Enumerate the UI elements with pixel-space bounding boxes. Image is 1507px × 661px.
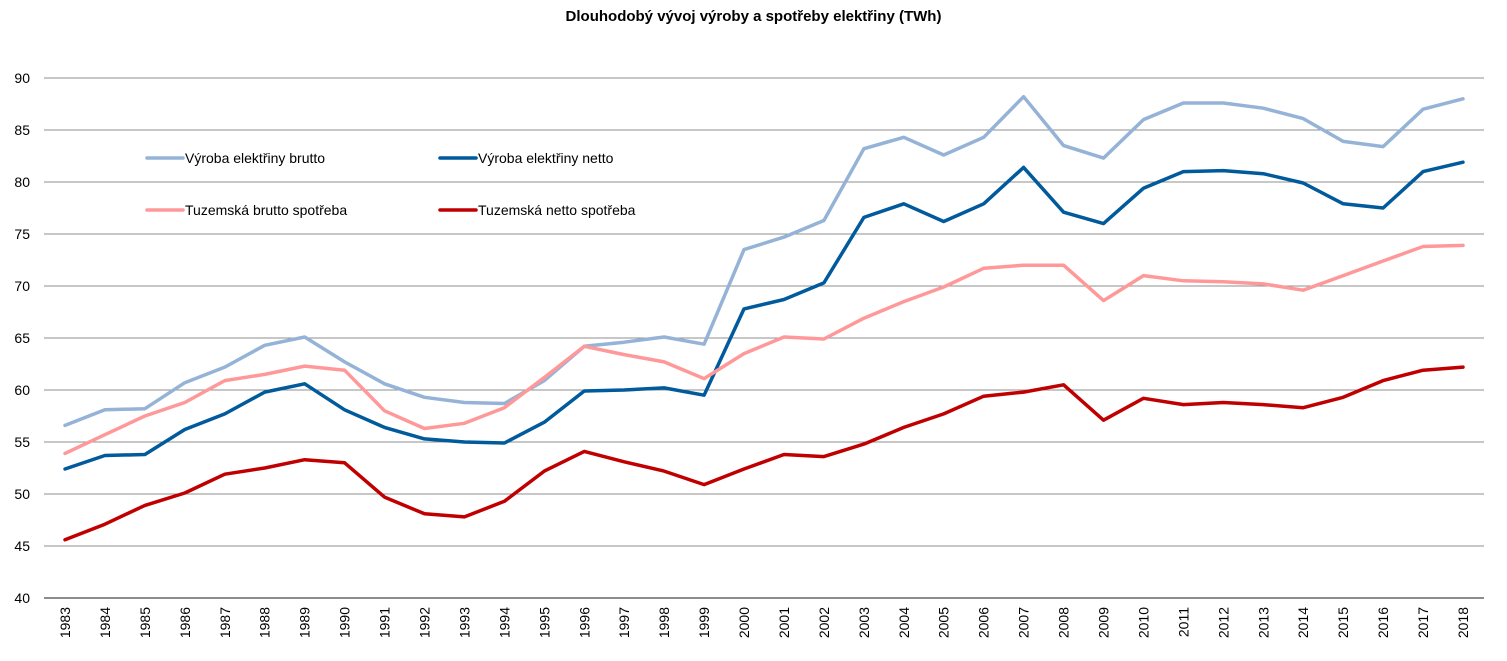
x-tick-label: 2015	[1335, 607, 1351, 638]
x-tick-label: 2014	[1295, 607, 1311, 638]
x-tick-label: 1983	[57, 607, 73, 638]
x-tick-label: 1996	[576, 607, 592, 638]
series-line-1	[63, 94, 1465, 428]
series-lines	[63, 94, 1465, 542]
series-line-3	[63, 243, 1465, 456]
x-tick-label: 1998	[656, 607, 672, 638]
x-tick-label: 2018	[1455, 607, 1471, 638]
legend-label: Výroba elektřiny netto	[478, 150, 614, 166]
x-tick-label: 2000	[736, 607, 752, 638]
x-tick-label: 2011	[1175, 607, 1191, 637]
y-axis-ticks: 40 45 50 55 60 65 70 75 80 85 90	[14, 70, 30, 606]
gridlines	[44, 77, 1484, 599]
x-tick-label: 1986	[177, 607, 193, 638]
x-tick-label: 1994	[496, 607, 512, 638]
x-axis-ticks: 1983 1984 1985 1986 1987 1988 1989 1990 1991 1992…	[57, 607, 1471, 638]
x-tick-label: 1988	[257, 607, 273, 638]
legend: Výroba elektřiny brutto Výroba elektřiny …	[145, 150, 636, 218]
legend-label: Tuzemská brutto spotřeba	[185, 202, 347, 218]
x-tick-label: 1987	[217, 607, 233, 638]
x-tick-label: 2016	[1375, 607, 1391, 638]
y-tick-label: 70	[14, 278, 30, 294]
legend-item: Výroba elektřiny netto	[438, 150, 614, 166]
x-tick-label: 1999	[696, 607, 712, 638]
chart-title: Dlouhodobý vývoj výroby a spotřeby elekt…	[565, 8, 942, 25]
series-line-4	[63, 365, 1465, 542]
y-tick-label: 80	[14, 174, 30, 190]
y-tick-label: 60	[14, 382, 30, 398]
x-tick-label: 1992	[416, 607, 432, 638]
x-tick-label: 1990	[337, 607, 353, 638]
x-tick-label: 1993	[456, 607, 472, 638]
x-tick-label: 2004	[896, 607, 912, 638]
series-line-2	[63, 160, 1465, 471]
legend-item: Tuzemská netto spotřeba	[438, 202, 636, 218]
x-tick-label: 1995	[536, 607, 552, 638]
x-tick-label: 2008	[1056, 607, 1072, 638]
x-tick-label: 2007	[1016, 607, 1032, 638]
x-tick-label: 2001	[776, 607, 792, 638]
x-tick-label: 2010	[1135, 607, 1151, 638]
y-tick-label: 55	[14, 434, 30, 450]
y-tick-label: 90	[14, 70, 30, 86]
x-tick-label: 2017	[1415, 607, 1431, 638]
x-tick-label: 1997	[616, 607, 632, 638]
y-tick-label: 65	[14, 330, 30, 346]
x-tick-label: 1989	[297, 607, 313, 638]
x-tick-label: 1984	[97, 607, 113, 638]
x-tick-label: 2002	[816, 607, 832, 638]
y-tick-label: 50	[14, 486, 30, 502]
x-tick-label: 2003	[856, 607, 872, 638]
x-tick-label: 2012	[1215, 607, 1231, 638]
x-tick-label: 2006	[976, 607, 992, 638]
x-tick-label: 2009	[1096, 607, 1112, 638]
y-tick-label: 75	[14, 226, 30, 242]
y-tick-label: 40	[14, 590, 30, 606]
x-tick-label: 2005	[936, 607, 952, 638]
y-tick-label: 85	[14, 122, 30, 138]
legend-label: Tuzemská netto spotřeba	[478, 202, 636, 218]
y-tick-label: 45	[14, 538, 30, 554]
x-tick-label: 1985	[137, 607, 153, 638]
legend-item: Výroba elektřiny brutto	[145, 150, 325, 166]
legend-item: Tuzemská brutto spotřeba	[145, 202, 347, 218]
x-tick-label: 2013	[1255, 607, 1271, 638]
legend-label: Výroba elektřiny brutto	[185, 150, 325, 166]
x-tick-label: 1991	[377, 607, 393, 638]
